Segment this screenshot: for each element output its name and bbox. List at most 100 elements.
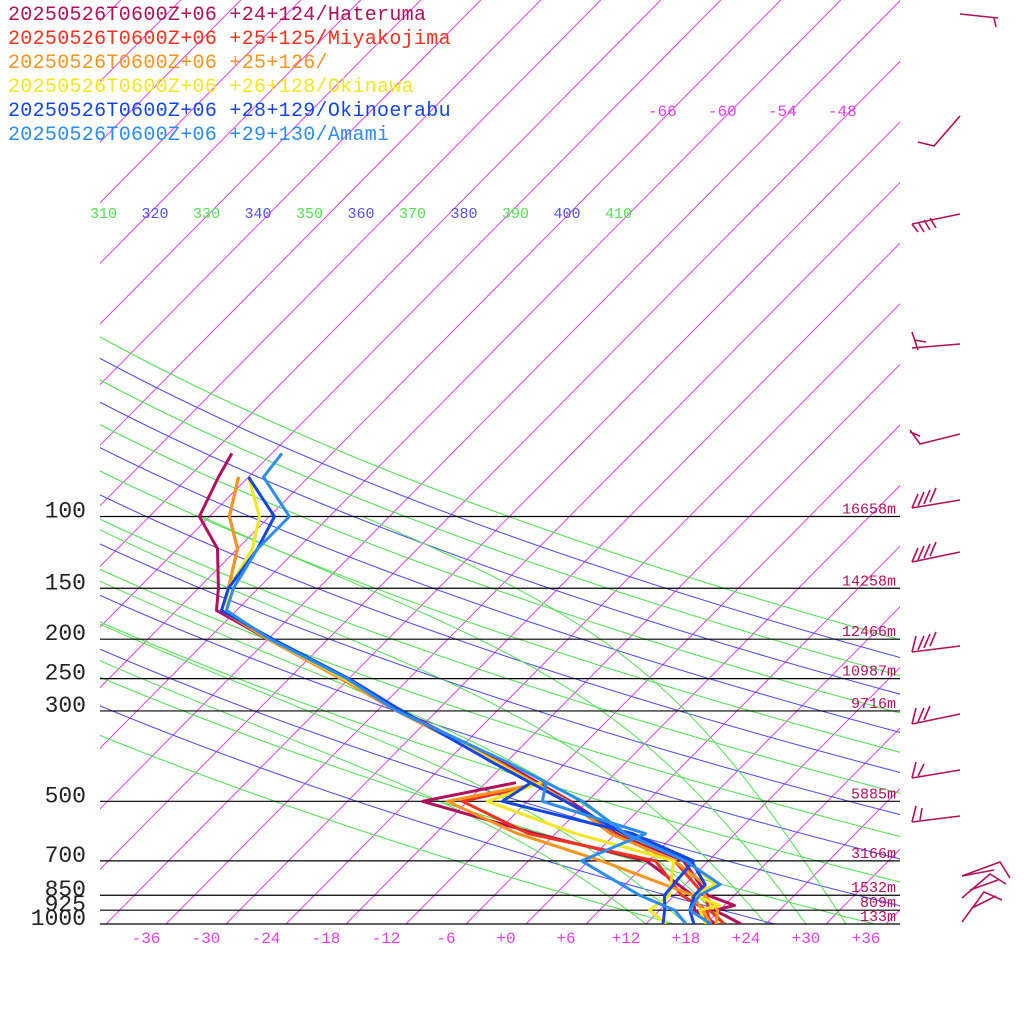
dry-adiabat-line <box>100 594 900 860</box>
series-6 <box>225 452 722 924</box>
theta-label: 330 <box>193 206 220 223</box>
pressure-tick-label: 700 <box>45 843 86 869</box>
isotherm-line <box>885 909 900 924</box>
theta-label: 370 <box>399 206 426 223</box>
pressure-tick-label: 300 <box>45 693 86 719</box>
isotherm-line <box>645 666 900 924</box>
temperature-tick-label: -30 <box>192 930 221 948</box>
dry-adiabat-line <box>100 543 900 816</box>
isotherms <box>0 0 900 924</box>
isotherm-line <box>525 545 900 924</box>
upper-temperature-label: -48 <box>828 103 857 121</box>
temperature-tick-label: +12 <box>612 930 641 948</box>
isotherm-line <box>585 606 900 924</box>
dry-adiabat-line <box>100 568 900 838</box>
pressure-tick-label: 150 <box>45 570 86 596</box>
isotherm-line <box>100 0 422 325</box>
dewpoint-profile <box>460 781 713 924</box>
isotherm-line <box>100 0 602 507</box>
height-label: 1532m <box>851 880 896 897</box>
isotherm-line <box>100 0 302 204</box>
isotherm-line <box>345 363 900 924</box>
dry-adiabat-line <box>100 424 900 714</box>
height-label: 14258m <box>842 573 896 590</box>
dry-adiabat-line <box>100 676 875 924</box>
isotherm-line <box>285 303 900 924</box>
isotherm-line <box>405 424 900 924</box>
wind-barb <box>909 429 961 445</box>
upper-temperature-label: -54 <box>768 103 797 121</box>
dry-adiabats <box>100 336 900 924</box>
pressure-tick-label: 925 <box>45 892 86 918</box>
wind-barb <box>961 873 1007 899</box>
dry-adiabat-line <box>100 401 900 695</box>
dewpoint-profile <box>540 782 688 924</box>
pressure-tick-label: 200 <box>45 621 86 647</box>
height-label: 16658m <box>842 502 896 519</box>
theta-label: 390 <box>502 206 529 223</box>
theta-label: 410 <box>605 206 632 223</box>
isotherm-line <box>100 0 782 689</box>
wind-barb <box>911 541 961 563</box>
isotherm-line <box>100 60 900 871</box>
dewpoint-profile <box>420 781 717 924</box>
temperature-tick-label: +30 <box>792 930 821 948</box>
wind-barb <box>961 861 1011 879</box>
temperature-tick-label: +0 <box>496 930 515 948</box>
theta-label: 400 <box>554 206 581 223</box>
temperature-tick-label: +36 <box>852 930 881 948</box>
temperature-tick-label: -24 <box>252 930 281 948</box>
temperature-tick-label: -12 <box>372 930 401 948</box>
temperature-axis: -36 -30 -24 -18 -12 -6 +0 +6 +12 +18 +24 +30 +36 -66 -… <box>132 103 881 948</box>
temperature-tick-label: -18 <box>312 930 341 948</box>
upper-temperature-label: -66 <box>648 103 677 121</box>
legend-item: 20250526T0600Z+06 +24+124/Hateruma <box>8 4 427 27</box>
upper-temperature-label: -60 <box>708 103 737 121</box>
dry-adiabat-line <box>100 379 900 677</box>
dry-adiabat-line <box>100 734 675 924</box>
pressure-tick-label: 850 <box>45 877 86 903</box>
moist-adiabat-line <box>100 660 647 924</box>
series-5 <box>220 476 707 924</box>
isotherm-line <box>100 0 482 386</box>
dewpoint-profile <box>485 781 675 924</box>
legend-item: 20250526T0600Z+06 +25+125/Miyakojima <box>8 28 451 51</box>
dry-adiabat-line <box>100 648 900 907</box>
temperature-profile <box>220 476 707 924</box>
dry-adiabat-line <box>100 357 900 659</box>
theta-label: 340 <box>245 206 272 223</box>
theta-label: 310 <box>90 206 117 223</box>
height-label: 3166m <box>851 846 896 863</box>
theta-label: 320 <box>142 206 169 223</box>
wind-barb <box>911 213 961 233</box>
height-label: 809m <box>860 895 896 912</box>
theta-label: 350 <box>296 206 323 223</box>
temperature-tick-label: -6 <box>436 930 455 948</box>
height-label: 12466m <box>842 624 896 641</box>
wind-barb <box>911 487 961 509</box>
temperature-tick-label: +6 <box>556 930 575 948</box>
height-label: 10987m <box>842 664 896 681</box>
dewpoint-profile <box>500 781 695 924</box>
isotherm-line <box>0 0 1 924</box>
moist-adiabat-line <box>201 516 807 924</box>
wind-barb <box>911 331 961 351</box>
theta-labels: 310 320 330 340 350 360 370 380 390 400 410 <box>90 206 632 223</box>
dry-adiabat-line <box>100 447 900 733</box>
theta-label: 380 <box>451 206 478 223</box>
temperature-tick-label: +18 <box>672 930 701 948</box>
dry-adiabat-line <box>100 336 900 641</box>
legend-item: 20250526T0600Z+06 +29+130/Amami <box>8 124 390 147</box>
pressure-tick-label: 500 <box>45 783 86 809</box>
wind-barb <box>917 115 961 147</box>
wind-barb <box>911 705 961 725</box>
isotherm-line <box>100 0 362 265</box>
isotherm-line <box>105 121 900 924</box>
isotherm-line <box>100 0 722 628</box>
legend-item: 20250526T0600Z+06 +25+126/ <box>8 52 328 75</box>
legend: 20250526T0600Z+06 +24+124/Hateruma 202505… <box>8 4 451 148</box>
pressure-tick-label: 100 <box>45 499 86 525</box>
legend-item: 20250526T0600Z+06 +28+129/Okinoerabu <box>8 100 451 123</box>
wind-barb <box>911 805 961 823</box>
